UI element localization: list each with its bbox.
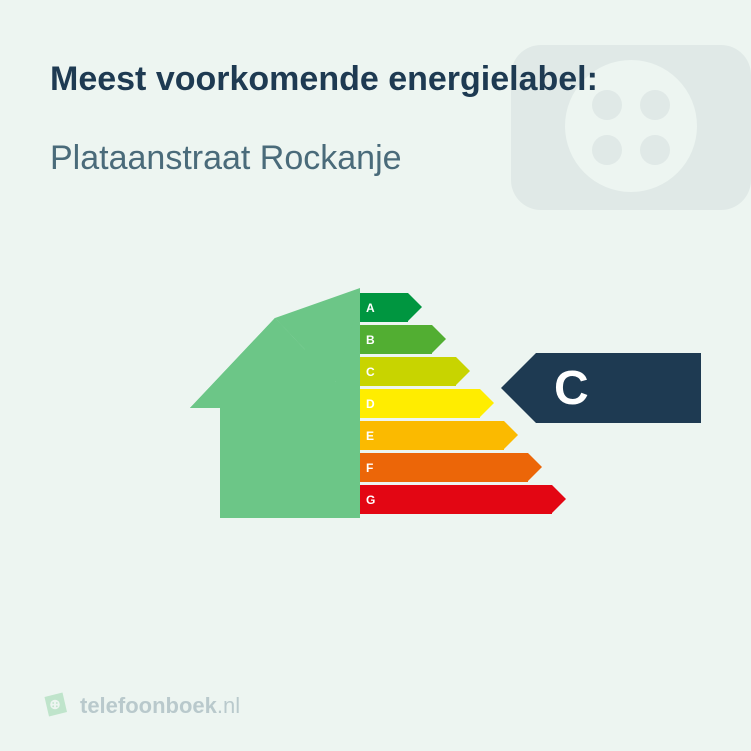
bar-tip: [456, 357, 470, 385]
bar-label: D: [366, 389, 384, 418]
bar-label: F: [366, 453, 384, 482]
bar-tip: [408, 293, 422, 321]
energy-label-chart: ABCDEFG C: [50, 238, 701, 558]
footer-logo: telefoonboek.nl: [40, 691, 240, 721]
bar-label: A: [366, 293, 384, 322]
bar-label: C: [366, 357, 384, 386]
bar-label: B: [366, 325, 384, 354]
footer-text: telefoonboek.nl: [80, 693, 240, 719]
badge-arrow: [501, 353, 536, 423]
badge-letter: C: [536, 353, 701, 423]
bar-tip: [528, 453, 542, 481]
bar-label: G: [366, 485, 384, 514]
house-icon: [190, 288, 360, 523]
footer-rest: .nl: [217, 693, 240, 718]
bar-tip: [504, 421, 518, 449]
footer-bold: telefoonboek: [80, 693, 217, 718]
result-badge: C: [501, 353, 701, 423]
page-title: Meest voorkomende energielabel:: [50, 60, 701, 99]
bar-label: E: [366, 421, 384, 450]
bar-shape: [360, 453, 528, 482]
page-subtitle: Plataanstraat Rockanje: [50, 139, 701, 178]
bar-tip: [480, 389, 494, 417]
bar-tip: [552, 485, 566, 513]
phonebook-icon: [40, 691, 70, 721]
bar-shape: [360, 485, 552, 514]
bar-tip: [432, 325, 446, 353]
